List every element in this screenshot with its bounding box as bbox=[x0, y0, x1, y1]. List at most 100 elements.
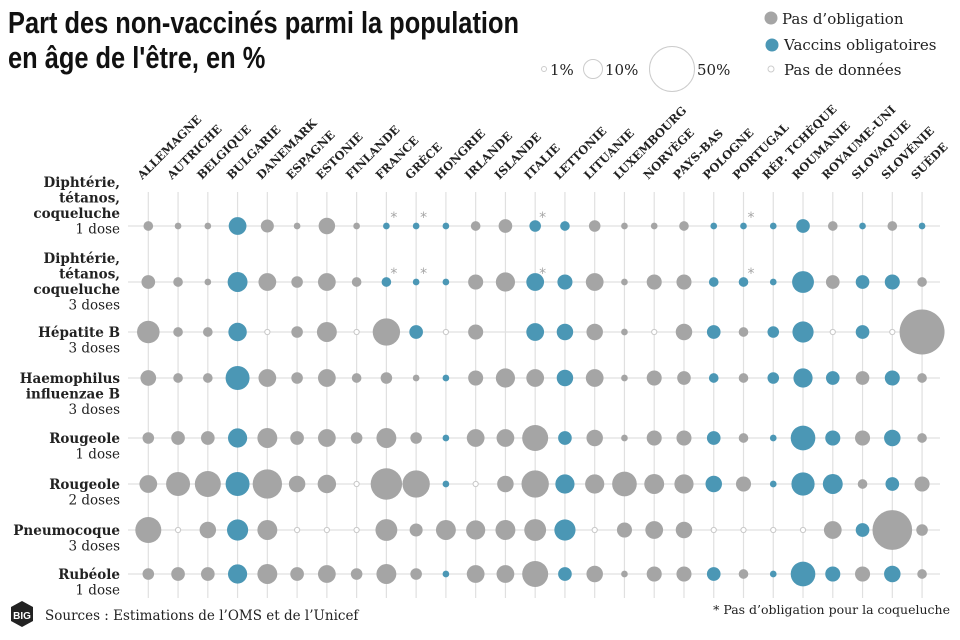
bubble-mandatory bbox=[796, 219, 810, 233]
asterisk-mark: * bbox=[539, 210, 546, 226]
bubble-no-obligation bbox=[293, 222, 301, 230]
bubble-mandatory bbox=[884, 565, 901, 583]
bubble-no-obligation bbox=[410, 432, 422, 444]
bubble-mandatory bbox=[708, 277, 719, 287]
bubble-no-obligation bbox=[496, 565, 515, 583]
bubbles: * * * * * * * * bbox=[135, 210, 945, 587]
bubble-mandatory bbox=[705, 475, 722, 493]
bubble-no-obligation bbox=[291, 276, 303, 288]
bubble-no-obligation bbox=[353, 222, 360, 230]
bubble-no-obligation bbox=[917, 433, 927, 443]
big-logo: BIG bbox=[11, 601, 33, 627]
source-text: Sources : Estimations de l’OMS et de l’U… bbox=[45, 608, 359, 624]
bubble-no-obligation bbox=[646, 274, 662, 290]
bubble-mandatory bbox=[706, 325, 721, 339]
bubble-mandatory bbox=[526, 273, 545, 291]
bubble-no-data bbox=[710, 526, 717, 534]
dose-label: 3 doses bbox=[69, 341, 121, 357]
bubble-no-obligation bbox=[676, 430, 692, 446]
bubble-no-obligation bbox=[823, 521, 842, 539]
size-legend: 1% 10% 50% bbox=[541, 46, 730, 92]
bubble-no-obligation bbox=[291, 372, 303, 384]
bubble-no-obligation bbox=[380, 372, 393, 384]
bubble-no-obligation bbox=[466, 520, 486, 540]
bubble-no-data bbox=[353, 328, 360, 336]
svg-text:BIG: BIG bbox=[13, 611, 31, 622]
bubble-no-obligation bbox=[524, 519, 547, 541]
vaccine-name: influenzae B bbox=[26, 387, 120, 403]
bubble-no-obligation bbox=[142, 432, 155, 444]
bubble-mandatory bbox=[769, 222, 777, 230]
title-line-1: Part des non-vaccinés parmi la populatio… bbox=[8, 6, 519, 41]
bubble-mandatory bbox=[825, 430, 841, 446]
bubble-no-obligation bbox=[194, 471, 221, 497]
bubble-no-obligation bbox=[200, 567, 215, 581]
bubble-no-obligation bbox=[855, 566, 871, 582]
vaccine-name: tétanos, bbox=[59, 191, 120, 207]
bubble-no-obligation bbox=[521, 470, 549, 498]
bubble-no-obligation bbox=[588, 220, 601, 232]
bubble-no-obligation bbox=[522, 561, 549, 587]
dose-label: 1 dose bbox=[75, 583, 120, 599]
bubble-mandatory bbox=[790, 425, 816, 451]
bubble-no-data bbox=[442, 328, 449, 336]
bubble-no-obligation bbox=[917, 569, 927, 579]
bubble-no-obligation bbox=[855, 371, 870, 385]
bubble-no-obligation bbox=[252, 469, 283, 499]
bubble-no-obligation bbox=[290, 431, 304, 445]
bubble-no-obligation bbox=[677, 371, 691, 385]
bubble-mandatory bbox=[227, 428, 248, 448]
bubble-no-obligation bbox=[466, 565, 485, 583]
bubble-no-data bbox=[264, 328, 271, 336]
bubble-mandatory bbox=[792, 271, 814, 293]
bubble-no-obligation bbox=[857, 479, 868, 489]
bubble-no-obligation bbox=[650, 222, 658, 230]
bubble-no-obligation bbox=[674, 474, 694, 494]
bubble-no-data bbox=[323, 526, 330, 534]
bubble-no-obligation bbox=[143, 221, 154, 231]
vaccine-name: Haemophilus bbox=[20, 371, 121, 387]
bubble-no-data bbox=[591, 526, 598, 534]
bubble-no-obligation bbox=[585, 273, 604, 291]
bubble-mandatory bbox=[769, 278, 777, 286]
country-labels: ALLEMAGNEAUTRICHEBELGIQUEBULGARIEDANEMAR… bbox=[134, 102, 951, 183]
legend-mandatory-dot bbox=[765, 38, 779, 52]
legend-no-obligation-label: Pas d’obligation bbox=[782, 10, 904, 28]
bubble-no-obligation bbox=[621, 434, 628, 442]
bubble-mandatory bbox=[558, 567, 572, 581]
bubble-no-obligation bbox=[376, 428, 397, 448]
bubble-no-obligation bbox=[616, 522, 632, 538]
footnote: * Pas d’obligation pour la coqueluche bbox=[713, 602, 950, 617]
bubble-no-obligation bbox=[350, 432, 363, 444]
bubble-no-obligation bbox=[258, 369, 277, 387]
bubble-mandatory bbox=[791, 472, 815, 496]
bubble-no-data bbox=[829, 328, 836, 336]
bubble-mandatory bbox=[822, 474, 843, 494]
bubble-no-obligation bbox=[914, 476, 930, 492]
bubble-no-obligation bbox=[645, 521, 664, 539]
asterisk-mark: * bbox=[748, 210, 755, 226]
legend-no-obligation-dot bbox=[764, 11, 778, 25]
bubble-no-obligation bbox=[586, 323, 603, 341]
bubble-mandatory bbox=[708, 373, 719, 383]
vaccine-name: tétanos, bbox=[59, 267, 120, 283]
bubble-no-obligation bbox=[173, 327, 183, 337]
bubble-no-obligation bbox=[738, 569, 749, 579]
dose-label: 1 dose bbox=[75, 222, 120, 238]
bubble-mandatory bbox=[529, 220, 541, 232]
bubble-no-obligation bbox=[435, 520, 456, 540]
size-legend-10-label: 10% bbox=[605, 61, 638, 79]
bubble-no-obligation bbox=[916, 524, 928, 536]
vaccine-name: Rougeole bbox=[49, 431, 120, 447]
bubble-mandatory bbox=[918, 222, 926, 230]
bubble-no-obligation bbox=[351, 277, 362, 287]
bubble-no-obligation bbox=[586, 565, 603, 583]
bubble-no-obligation bbox=[166, 472, 191, 496]
bubble-no-obligation bbox=[644, 474, 665, 494]
bubble-no-obligation bbox=[260, 219, 274, 233]
bubble-mandatory bbox=[859, 222, 866, 230]
bubble-no-obligation bbox=[612, 471, 637, 497]
bubble-no-obligation bbox=[676, 566, 692, 582]
color-legend: Pas d’obligation Vaccins obligatoires Pa… bbox=[764, 10, 937, 79]
